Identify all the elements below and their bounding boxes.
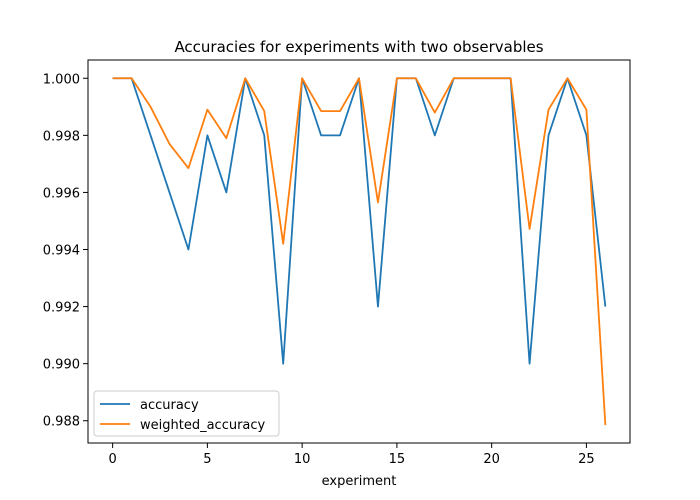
y-tick-label: 1.000 bbox=[43, 72, 80, 87]
y-axis: 0.988 0.990 0.992 0.994 0.996 0.998 1.000 bbox=[43, 72, 88, 430]
x-tick-label: 15 bbox=[389, 452, 406, 467]
y-tick-label: 0.996 bbox=[43, 186, 80, 201]
legend-label-weighted-accuracy: weighted_accuracy bbox=[140, 418, 266, 433]
series-layer bbox=[112, 77, 607, 426]
x-tick-label: 20 bbox=[483, 452, 500, 467]
x-axis: 0 5 10 15 20 25 bbox=[108, 443, 595, 467]
legend-box bbox=[93, 390, 280, 437]
y-tick-label: 0.988 bbox=[43, 415, 80, 430]
legend-label-accuracy: accuracy bbox=[140, 398, 199, 413]
x-tick-label: 0 bbox=[108, 452, 116, 467]
plot-frame bbox=[87, 59, 631, 444]
legend: accuracy weighted_accuracy bbox=[93, 390, 280, 437]
y-tick-label: 0.994 bbox=[43, 244, 80, 259]
x-tick-label: 5 bbox=[203, 452, 211, 467]
y-tick-label: 0.992 bbox=[43, 301, 80, 316]
series-line-weighted-accuracy bbox=[112, 77, 607, 426]
y-tick-label: 0.990 bbox=[43, 358, 80, 373]
x-axis-label: experiment bbox=[322, 474, 397, 489]
x-tick-label: 10 bbox=[294, 452, 311, 467]
plot-area bbox=[88, 60, 630, 443]
y-tick-label: 0.998 bbox=[43, 129, 80, 144]
x-tick-label: 25 bbox=[578, 452, 595, 467]
chart-title: Accuracies for experiments with two obse… bbox=[174, 38, 543, 56]
